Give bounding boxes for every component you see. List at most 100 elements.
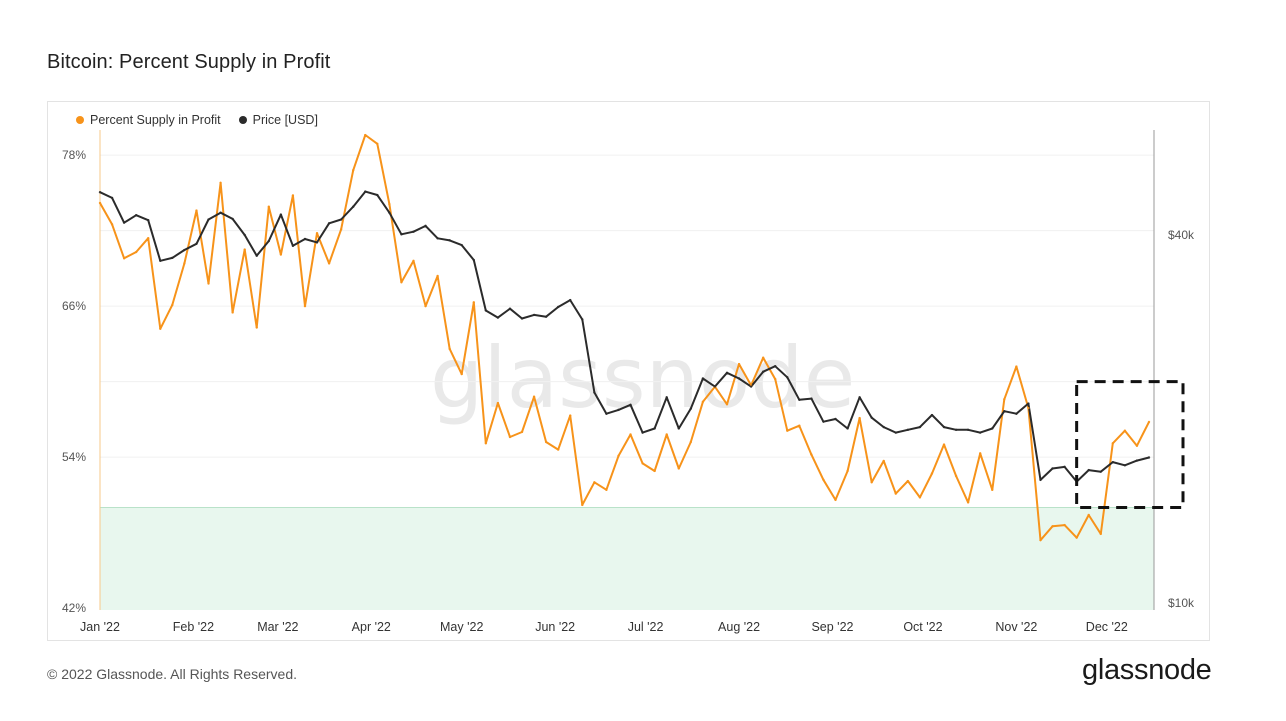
price-point xyxy=(219,211,222,214)
profit-point xyxy=(605,488,608,492)
price-point xyxy=(1087,468,1090,472)
price-point xyxy=(303,237,307,241)
profit-point xyxy=(388,203,391,206)
profit-point xyxy=(460,372,463,376)
price-point xyxy=(436,237,439,240)
profit-point xyxy=(834,498,837,502)
y-tick-left-label: 54% xyxy=(62,450,86,464)
profit-point xyxy=(412,259,415,263)
profit-point xyxy=(122,257,126,260)
price-point xyxy=(1147,456,1151,459)
price-point xyxy=(255,254,258,257)
price-point xyxy=(870,416,873,419)
price-point xyxy=(749,385,753,388)
x-tick-label: Mar '22 xyxy=(257,620,298,634)
y-tick-right-label: $10k xyxy=(1168,596,1195,610)
price-point xyxy=(460,243,463,247)
price-point xyxy=(231,217,234,221)
price-point xyxy=(134,213,138,217)
profit-point xyxy=(400,281,403,284)
price-point xyxy=(388,211,391,214)
profit-point xyxy=(1027,406,1030,410)
profit-point xyxy=(701,400,705,403)
profit-point xyxy=(689,440,693,444)
profit-point xyxy=(786,429,789,432)
price-point xyxy=(532,313,536,317)
profit-point xyxy=(677,467,680,470)
price-point xyxy=(110,196,114,200)
legend-item-price[interactable]: Price [USD] xyxy=(238,113,318,127)
price-point xyxy=(1123,464,1127,467)
profit-point xyxy=(315,231,319,235)
y-tick-left-label: 78% xyxy=(62,148,86,162)
y-axis-right-ticks: $40k $10k xyxy=(1168,228,1195,610)
price-point xyxy=(267,239,271,243)
legend-item-profit[interactable]: Percent Supply in Profit xyxy=(76,113,221,127)
price-point xyxy=(1063,465,1066,469)
profit-point xyxy=(1147,420,1151,424)
profit-point xyxy=(291,194,295,197)
profit-point xyxy=(556,448,560,451)
profit-point xyxy=(846,469,849,473)
x-tick-label: Dec '22 xyxy=(1086,620,1128,634)
profit-point xyxy=(725,403,729,406)
price-point xyxy=(954,428,958,432)
price-point xyxy=(448,239,451,242)
profit-point xyxy=(906,479,910,483)
profit-point xyxy=(954,474,958,478)
price-point xyxy=(810,397,813,400)
legend-dot-profit xyxy=(76,116,84,124)
profit-point xyxy=(110,223,114,226)
price-point xyxy=(569,298,572,302)
profit-point xyxy=(159,327,162,330)
x-tick-label: Jun '22 xyxy=(535,620,575,634)
profit-point xyxy=(147,237,150,240)
profit-point xyxy=(364,133,367,137)
x-tick-label: Aug '22 xyxy=(718,620,760,634)
price-point xyxy=(761,370,765,373)
profit-point xyxy=(641,462,644,465)
profit-point xyxy=(653,469,656,473)
legend-label-price: Price [USD] xyxy=(252,113,318,127)
profit-point xyxy=(279,253,283,256)
x-tick-label: Jul '22 xyxy=(628,620,664,634)
profit-point xyxy=(966,501,970,504)
price-point xyxy=(496,316,500,319)
price-point xyxy=(991,427,994,430)
profit-point xyxy=(810,453,813,456)
price-point xyxy=(629,403,632,406)
y-tick-left-label: 42% xyxy=(62,601,86,615)
profit-point xyxy=(448,347,451,351)
price-point xyxy=(1039,478,1042,482)
price-point xyxy=(424,224,427,228)
price-point xyxy=(484,309,488,312)
y-tick-right-label: $40k xyxy=(1168,228,1195,242)
profit-point xyxy=(978,452,982,455)
price-point xyxy=(98,190,102,194)
price-point xyxy=(376,193,379,197)
y-axis-left-ticks: 78% 66% 54% 42% xyxy=(62,148,86,615)
price-point xyxy=(279,213,283,216)
price-point xyxy=(544,315,548,318)
price-point xyxy=(1135,459,1139,462)
profit-point xyxy=(1051,525,1054,528)
series-points xyxy=(98,133,1151,542)
price-point xyxy=(352,205,355,208)
profit-point xyxy=(1015,365,1018,368)
price-point xyxy=(412,230,415,233)
profit-point xyxy=(761,356,765,359)
legend-dot-price xyxy=(238,116,247,124)
profit-point xyxy=(1063,523,1066,527)
profit-point xyxy=(1075,536,1078,539)
price-point xyxy=(713,385,717,388)
price-point xyxy=(243,233,246,237)
x-tick-label: Feb '22 xyxy=(173,620,214,634)
price-point xyxy=(1003,409,1006,413)
profit-point xyxy=(436,274,439,278)
chart-title: Bitcoin: Percent Supply in Profit xyxy=(47,51,331,73)
profit-point xyxy=(207,282,210,285)
price-point xyxy=(966,428,970,432)
profit-point xyxy=(508,435,512,439)
profit-point xyxy=(1003,398,1006,401)
price-point xyxy=(822,420,825,423)
